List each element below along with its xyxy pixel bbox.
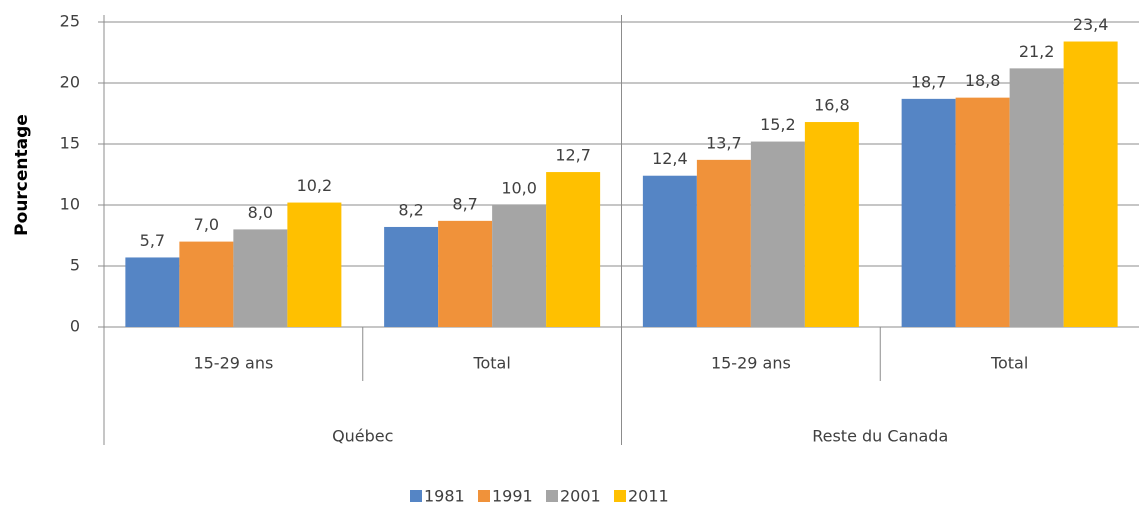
legend-swatch [546,490,558,502]
y-tick-label: 25 [60,12,80,31]
x-tick-label: Total [990,354,1028,373]
legend-label: 2001 [560,487,601,506]
bar [438,220,493,327]
data-label: 7,0 [194,215,219,234]
data-label: 16,8 [814,96,850,115]
bar [804,122,859,327]
bar [179,241,234,327]
bar [384,226,439,327]
bar [125,257,180,327]
legend-swatch [478,490,490,502]
data-label: 5,7 [140,231,165,250]
bar [546,172,601,327]
x-tick-label: 15-29 ans [711,354,791,373]
bar [492,205,547,327]
data-label: 12,4 [652,149,688,168]
data-label: 8,0 [248,203,273,222]
y-tick-label: 15 [60,134,80,153]
data-label: 23,4 [1073,15,1109,34]
data-label: 8,2 [398,200,423,219]
y-tick-label: 5 [70,256,80,275]
data-label: 13,7 [706,133,742,152]
bar [750,141,805,327]
data-label: 18,7 [911,72,947,91]
y-axis-label: Pourcentage [12,114,32,236]
x-tick-label: 15-29 ans [193,354,273,373]
legend-label: 2011 [628,487,669,506]
legend-label: 1981 [424,487,465,506]
bar [1009,68,1064,328]
x-tick-label: Total [472,354,510,373]
bar [1063,41,1118,328]
y-tick-label: 10 [60,195,80,214]
group-label: Reste du Canada [812,427,948,446]
bar [955,97,1010,327]
bar [696,159,751,327]
data-label: 15,2 [760,115,796,134]
y-tick-label: 0 [70,317,80,336]
data-label: 10,2 [297,176,333,195]
legend-swatch [410,490,422,502]
data-label: 8,7 [452,194,477,213]
y-tick-label: 20 [60,73,80,92]
data-label: 21,2 [1019,42,1055,61]
bar [901,98,956,327]
group-label: Québec [332,427,393,446]
legend-swatch [614,490,626,502]
legend-label: 1991 [492,487,533,506]
bar [287,202,342,327]
bar [642,175,697,327]
data-label: 18,8 [965,71,1001,90]
data-label: 10,0 [501,179,537,198]
data-label: 12,7 [555,146,591,165]
bar [233,229,288,327]
